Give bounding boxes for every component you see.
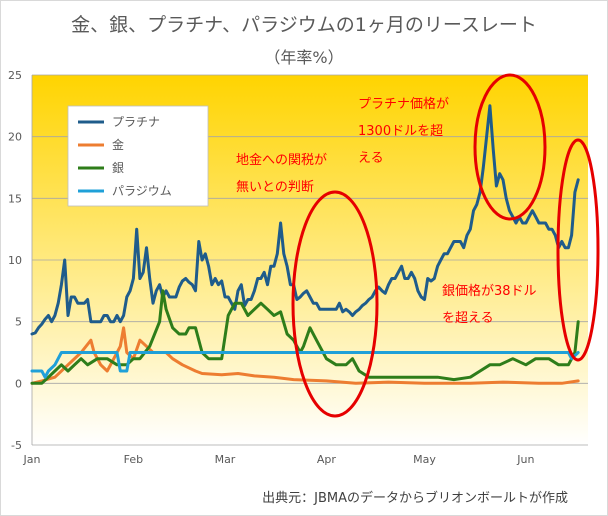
annotation-text: 1300ドルを超 <box>358 124 443 139</box>
legend-label: 金 <box>112 137 124 152</box>
x-tick-label: Mar <box>215 453 236 466</box>
highlight-ellipse <box>556 138 600 362</box>
series-lines <box>30 104 580 385</box>
y-tick-label: 20 <box>8 131 22 144</box>
highlight-ellipse <box>291 190 379 418</box>
annotation-text: を超える <box>442 311 494 326</box>
x-tick-label: Jun <box>516 453 534 466</box>
y-tick-label: 15 <box>8 192 22 205</box>
x-tick-label: Jan <box>23 453 41 466</box>
x-tick-label: Apr <box>317 453 337 466</box>
annotation-text: 無いとの判断 <box>236 180 314 195</box>
chart-subtitle: （年率%） <box>264 48 344 67</box>
x-tick-label: Feb <box>124 453 143 466</box>
x-axis-ticks: JanFebMarAprMayJunJul <box>23 453 535 466</box>
legend-label: 銀 <box>112 161 124 175</box>
legend-label: パラジウム <box>112 184 172 198</box>
annotation-text: プラチナ価格が <box>358 96 449 112</box>
annotation-text: える <box>358 151 384 166</box>
y-tick-label: 5 <box>15 316 22 329</box>
y-tick-label: 25 <box>8 69 22 82</box>
annotation-text: 銀価格が38ドル <box>442 283 537 299</box>
highlight-ellipses <box>291 73 600 418</box>
series-line <box>30 351 580 379</box>
y-tick-label: 0 <box>15 377 22 390</box>
y-tick-label: 10 <box>8 254 22 267</box>
series-line <box>30 289 580 385</box>
y-tick-label: -5 <box>11 439 22 452</box>
y-axis-ticks: -5 0 5 10 15 20 25 <box>8 69 22 452</box>
legend-label: プラチナ <box>112 115 160 129</box>
source-note: 出典元：JBMAのデータからブリオンボールトが作成 <box>262 491 568 506</box>
series-line <box>30 104 580 336</box>
annotation-text: 地金への関税が <box>236 152 327 168</box>
highlight-ellipse <box>473 73 547 221</box>
chart-title: 金、銀、プラチナ、パラジウムの1ヶ月のリースレート <box>71 14 537 36</box>
x-tick-label: May <box>413 453 436 466</box>
